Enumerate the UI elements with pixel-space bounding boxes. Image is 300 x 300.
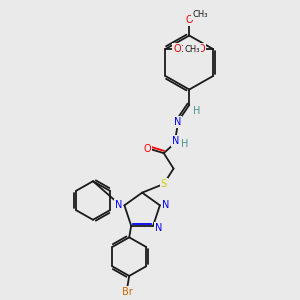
Text: N: N (155, 223, 163, 233)
Text: S: S (161, 179, 167, 189)
Text: H: H (181, 140, 188, 149)
Text: H: H (194, 106, 201, 116)
Text: O: O (173, 44, 181, 54)
Text: N: N (172, 136, 179, 146)
Text: O: O (197, 44, 205, 54)
Text: N: N (115, 200, 122, 210)
Text: O: O (185, 15, 193, 25)
Text: CH₃: CH₃ (192, 10, 208, 19)
Text: Br: Br (122, 287, 133, 297)
Text: CH₃: CH₃ (184, 44, 200, 53)
Text: N: N (174, 117, 181, 127)
Text: CH₃: CH₃ (179, 44, 194, 53)
Text: N: N (162, 200, 169, 210)
Text: O: O (143, 144, 151, 154)
